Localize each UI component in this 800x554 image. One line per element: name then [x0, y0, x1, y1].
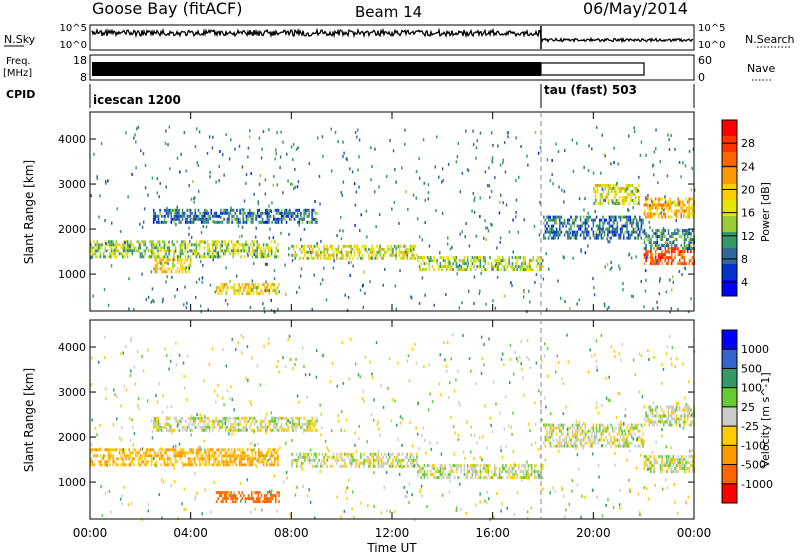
- ytick-label-vel-2: 3000: [58, 386, 86, 399]
- power-ylabel: Slant Range [km]: [22, 160, 36, 264]
- power-panel: 1000 2000 3000 4000 Slant Range [km]: [22, 111, 696, 314]
- freq-panel: Freq. [MHz] 18 8 60 0 Nave: [3, 54, 775, 84]
- ytick-label-vel-1: 2000: [58, 431, 86, 444]
- power-colorbar-swatch-4: [722, 184, 737, 201]
- ytick-label-power-3: 4000: [58, 133, 86, 146]
- echo-region-5: [543, 423, 545, 427]
- power-colorbar-tick-5: 8: [741, 253, 748, 266]
- velocity-panel: 1000 2000 3000 4000 Slant Range [km]: [22, 319, 696, 522]
- power-colorbar-swatch-10: [722, 280, 737, 297]
- velocity-ylabel: Slant Range [km]: [22, 368, 36, 472]
- velocity-colorbar: 1000 500 100 25 -25 -100 -500 -1000: [721, 329, 773, 504]
- echo-region-7: [643, 455, 646, 459]
- nsearch-tick-top: 10^5: [698, 23, 725, 34]
- xtick-label-1: 04:00: [173, 526, 208, 540]
- power-colorbar-tick-1: 24: [741, 160, 755, 173]
- cpid-tau: tau (fast) 503: [544, 83, 637, 97]
- velocity-colorbar-label: Velocity [m s^-1]: [759, 372, 772, 467]
- velocity-colorbar-tick-2: 100: [741, 382, 762, 395]
- echo-region-3: [417, 256, 419, 260]
- power-colorbar-label: Power [dB]: [759, 182, 772, 242]
- xtick-label-0: 00:00: [73, 526, 108, 540]
- power-colorbar-swatch-1: [722, 136, 737, 153]
- velocity-colorbar-swatch-6: [722, 445, 737, 466]
- xtick-label-6: 00:00: [677, 526, 712, 540]
- beam-title: Beam 14: [355, 3, 422, 21]
- power-colorbar-tick-0: 28: [741, 137, 755, 150]
- xtick-label-5: 20:00: [576, 526, 611, 540]
- xtick-label-2: 08:00: [274, 526, 309, 540]
- freq-band: [92, 62, 541, 76]
- velocity-colorbar-swatch-0: [722, 330, 737, 350]
- ytick-label-power-1: 2000: [58, 223, 86, 236]
- nsky-panel: N.Sky 10^5 10^0 10^5 10^0 N.Search: [4, 23, 795, 51]
- echo-region-1: [152, 208, 155, 212]
- cpid-label: CPID: [6, 88, 35, 101]
- cpid-row: CPID icescan 1200 tau (fast) 503: [6, 83, 695, 108]
- freq-step: [540, 62, 645, 76]
- velocity-colorbar-tick-5: -100: [741, 439, 766, 452]
- freq-unit: [MHz]: [3, 68, 32, 79]
- velocity-colorbar-swatch-4: [722, 406, 737, 427]
- echo-region-6: [643, 405, 646, 409]
- echo-region-0: [90, 240, 92, 244]
- power-colorbar-swatch-5: [722, 200, 737, 217]
- velocity-colorbar-swatch-5: [722, 426, 737, 446]
- power-colorbar-swatch-0: [722, 120, 737, 137]
- nsky-label: N.Sky: [4, 33, 36, 46]
- freq-tick-bottom: 8: [80, 71, 87, 84]
- power-colorbar-swatch-7: [722, 232, 737, 249]
- velocity-colorbar-swatch-8: [722, 483, 737, 504]
- velocity-colorbar-swatch-3: [722, 387, 737, 408]
- power-colorbar: 28 24 20 16 12 8 4: [721, 119, 755, 297]
- cpid-icescan: icescan 1200: [93, 93, 181, 107]
- power-colorbar-swatch-6: [722, 216, 737, 233]
- echo-region-0: [90, 448, 92, 452]
- power-colorbar-swatch-8: [722, 248, 737, 265]
- nave-label: Nave: [747, 62, 775, 75]
- xtick-label-3: 12:00: [375, 526, 410, 540]
- nave-tick-bottom: 0: [698, 71, 705, 84]
- velocity-colorbar-swatch-1: [722, 349, 737, 369]
- freq-label: Freq.: [6, 56, 31, 67]
- velocity-colorbar-tick-1: 500: [741, 362, 762, 375]
- velocity-colorbar-swatch-2: [722, 368, 737, 389]
- power-colorbar-tick-3: 16: [741, 207, 755, 220]
- date-title: 06/May/2014: [583, 0, 688, 18]
- ytick-label-vel-3: 4000: [58, 341, 86, 354]
- echo-region-1: [152, 416, 155, 420]
- ytick-label-power-0: 1000: [58, 268, 86, 281]
- power-colorbar-tick-4: 12: [741, 230, 755, 243]
- nave-tick-top: 60: [698, 54, 712, 67]
- velocity-colorbar-tick-0: 1000: [741, 343, 769, 356]
- station-title: Goose Bay (fitACF): [92, 0, 242, 18]
- echo-region-2: [291, 244, 293, 248]
- ytick-label-power-2: 3000: [58, 178, 86, 191]
- freq-tick-top: 18: [73, 54, 87, 67]
- velocity-colorbar-tick-4: -25: [741, 420, 759, 433]
- ytick-label-vel-0: 1000: [58, 476, 86, 489]
- power-colorbar-tick-2: 20: [741, 183, 755, 196]
- nsky-line: [91, 27, 694, 44]
- nsearch-label: N.Search: [745, 33, 795, 46]
- nsearch-tick-bottom: 10^0: [698, 40, 725, 51]
- x-axis-title: Time UT: [366, 541, 417, 554]
- velocity-colorbar-tick-6: -500: [741, 459, 766, 472]
- power-colorbar-swatch-3: [722, 168, 737, 185]
- velocity-colorbar-swatch-7: [722, 464, 737, 485]
- xtick-label-4: 16:00: [475, 526, 510, 540]
- echo-region-10: [643, 229, 646, 233]
- echo-region-2: [291, 452, 293, 456]
- power-colorbar-swatch-9: [722, 264, 737, 281]
- velocity-colorbar-tick-7: -1000: [741, 478, 773, 491]
- power-colorbar-swatch-2: [722, 152, 737, 169]
- echo-region-4: [215, 491, 218, 495]
- echo-region-3: [417, 464, 419, 468]
- power-colorbar-tick-6: 4: [741, 276, 748, 289]
- nsky-tick-bottom: 10^0: [60, 40, 87, 51]
- velocity-colorbar-tick-3: 25: [741, 401, 755, 414]
- nsky-tick-top: 10^5: [60, 23, 87, 34]
- echo-region-6: [543, 215, 545, 219]
